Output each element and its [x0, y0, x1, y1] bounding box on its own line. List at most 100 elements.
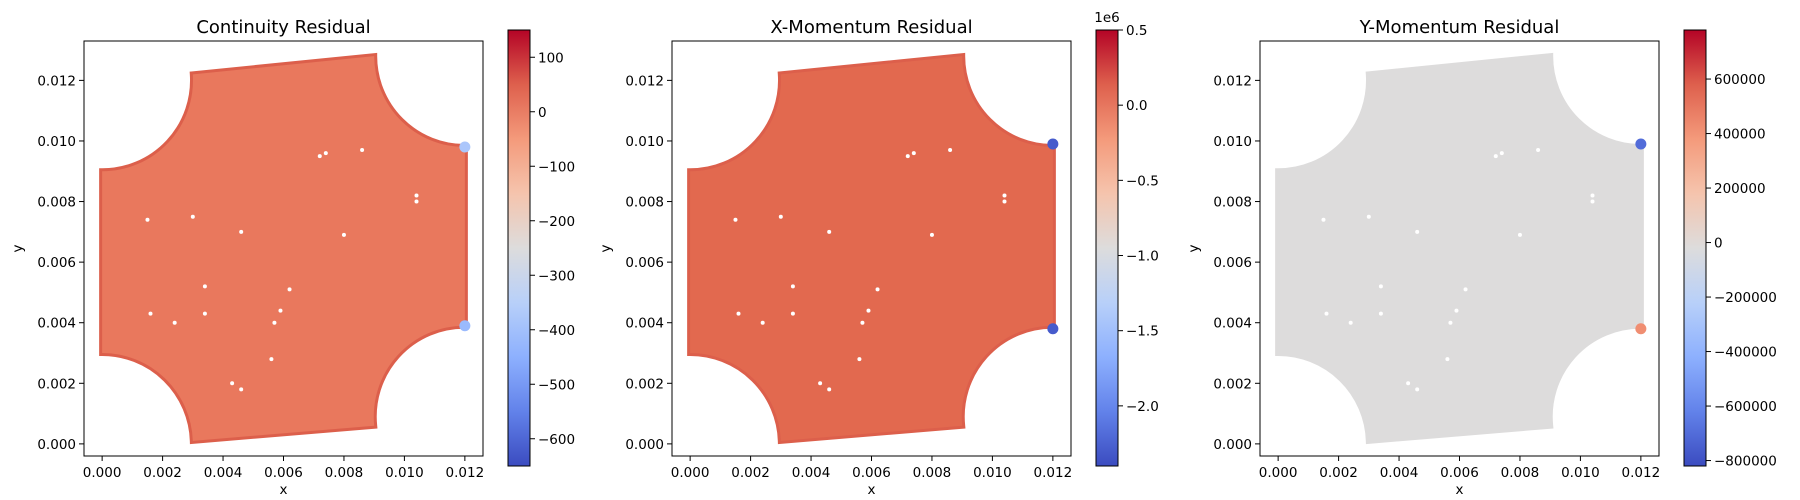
x-tick-label: 0.012: [1622, 465, 1661, 481]
y-tick-label: 0.008: [37, 195, 76, 211]
field-gap: [1463, 287, 1468, 292]
x-tick-label: 0.000: [671, 465, 710, 481]
x-tick-label: 0.008: [1501, 465, 1540, 481]
field-gap: [1366, 214, 1371, 219]
y-tick-label: 0.004: [1213, 316, 1252, 332]
field-gap: [790, 311, 795, 316]
x-tick-label: 0.004: [1380, 465, 1419, 481]
field-gap: [1415, 229, 1420, 234]
field-gap: [360, 148, 365, 153]
colorbar-tick-label: 0.0: [1126, 98, 1147, 114]
colorbar-tick-label: −400: [538, 323, 575, 339]
x-axis-label: x: [280, 482, 288, 498]
field-gap: [1378, 284, 1383, 289]
field-gap: [272, 320, 277, 325]
field-gap: [145, 217, 150, 222]
x-tick-label: 0.008: [325, 465, 364, 481]
y-tick-label: 0.008: [1213, 195, 1252, 211]
field-gap: [875, 287, 880, 292]
y-tick-label: 0.006: [625, 255, 664, 271]
field-gap: [317, 154, 322, 159]
y-tick-label: 0.010: [1213, 134, 1252, 150]
field-gap: [948, 148, 953, 153]
field-gap: [860, 320, 865, 325]
field-gap: [1448, 320, 1453, 325]
field-gap: [1536, 148, 1541, 153]
field-gap: [1493, 154, 1498, 159]
colorbar-tick-label: −600000: [1714, 399, 1777, 415]
field-gap: [827, 229, 832, 234]
field-gap: [905, 154, 910, 159]
colorbar-offset-label: 1e6: [1094, 10, 1119, 26]
colorbar-tick-label: 0.5: [1126, 23, 1147, 39]
colorbar-tick-label: −1.5: [1126, 324, 1159, 340]
field-gap: [778, 214, 783, 219]
field-gap: [911, 151, 916, 156]
field-gap: [1499, 151, 1504, 156]
field-gap: [323, 151, 328, 156]
colorbar-tick-label: −500: [538, 377, 575, 393]
field-gap: [269, 357, 274, 362]
field-gap: [239, 387, 244, 392]
field-gap: [1002, 199, 1007, 204]
field-gap: [414, 199, 419, 204]
x-tick-label: 0.002: [731, 465, 770, 481]
field-gap: [1406, 381, 1411, 386]
field-gap: [230, 381, 235, 386]
colorbar-tick-label: 100: [538, 50, 564, 66]
y-tick-label: 0.000: [37, 437, 76, 453]
field-gap: [202, 284, 207, 289]
x-tick-label: 0.002: [143, 465, 182, 481]
outlier-point-1: [1047, 138, 1059, 150]
colorbar-tick-label: −100: [538, 159, 575, 175]
colorbar-tick-label: −600: [538, 432, 575, 448]
y-tick-label: 0.010: [37, 134, 76, 150]
chart-title: X-Momentum Residual: [770, 17, 972, 38]
field-gap: [414, 193, 419, 198]
x-tick-label: 0.010: [973, 465, 1012, 481]
outlier-point-1: [459, 141, 471, 153]
field-gap: [287, 287, 292, 292]
field-gap: [1002, 193, 1007, 198]
y-tick-label: 0.008: [625, 195, 664, 211]
field-gap: [172, 320, 177, 325]
field-gap: [1321, 217, 1326, 222]
chart-title: Continuity Residual: [196, 17, 370, 38]
colorbar-tick-label: 200000: [1714, 181, 1766, 197]
y-tick-label: 0.012: [1213, 73, 1252, 89]
field-gap: [857, 357, 862, 362]
field-gap: [1590, 199, 1595, 204]
field-gap: [239, 229, 244, 234]
colorbar-tick-label: −300: [538, 268, 575, 284]
colorbar-tick-label: −0.5: [1126, 173, 1159, 189]
field-gap: [790, 284, 795, 289]
y-axis-label: y: [10, 245, 26, 253]
field-gap: [736, 311, 741, 316]
outlier-point-2: [459, 320, 471, 332]
x-tick-label: 0.006: [1440, 465, 1479, 481]
field-gap: [866, 308, 871, 313]
chart-title: Y-Momentum Residual: [1359, 17, 1560, 38]
chart-panel-2: X-Momentum Residual 0.000 0.002 0.004 0.006 0…: [598, 10, 1159, 498]
y-tick-label: 0.006: [37, 255, 76, 271]
x-tick-label: 0.006: [264, 465, 303, 481]
field-gap: [818, 381, 823, 386]
y-tick-label: 0.002: [625, 376, 664, 392]
x-tick-label: 0.010: [385, 465, 424, 481]
y-tick-label: 0.002: [1213, 376, 1252, 392]
y-tick-label: 0.002: [37, 376, 76, 392]
field-gap: [1590, 193, 1595, 198]
colorbar-tick-label: −200000: [1714, 290, 1777, 306]
colorbar-tick-label: −400000: [1714, 345, 1777, 361]
field-gap: [341, 232, 346, 237]
field-gap: [1454, 308, 1459, 313]
field-gap: [760, 320, 765, 325]
colorbar-tick-label: 400000: [1714, 127, 1766, 143]
field-gap: [278, 308, 283, 313]
colorbar-tick-label: 600000: [1714, 72, 1766, 88]
colorbar: [507, 29, 531, 467]
x-tick-label: 0.012: [1034, 465, 1073, 481]
x-tick-label: 0.006: [852, 465, 891, 481]
field-gap: [1348, 320, 1353, 325]
field-gap: [1445, 357, 1450, 362]
